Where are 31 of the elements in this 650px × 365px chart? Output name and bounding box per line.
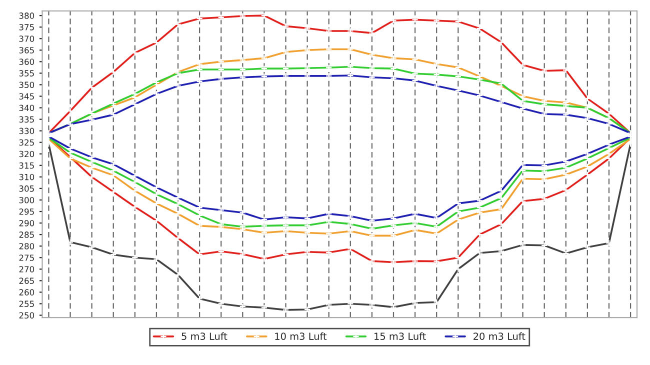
legend-label: 5 m3 Luft xyxy=(182,332,228,340)
y-tick-label: 305 xyxy=(19,185,34,192)
y-tick-label: 310 xyxy=(19,174,34,180)
y-tick-label: 280 xyxy=(19,243,34,250)
y-tick-label: 255 xyxy=(19,300,34,308)
y-tick-label: 365 xyxy=(19,47,34,54)
y-tick-label: 360 xyxy=(19,58,34,65)
y-tick-label: 300 xyxy=(19,196,34,204)
y-tick-label: 370 xyxy=(19,36,34,42)
y-tick-label: 335 xyxy=(19,116,34,123)
y-tick-label: 345 xyxy=(19,93,34,100)
y-tick-label: 285 xyxy=(19,232,34,238)
legend-label: 10 m3 Luft xyxy=(275,332,327,340)
y-tick-label: 260 xyxy=(19,289,34,296)
y-tick-label: 340 xyxy=(19,104,34,112)
legend-label: 20 m3 Luft xyxy=(474,332,526,340)
y-tick-label: 250 xyxy=(19,312,34,319)
y-tick-label: 355 xyxy=(19,70,34,76)
legend-label: 15 m3 Luft xyxy=(374,332,426,340)
y-tick-label: 350 xyxy=(19,82,34,88)
y-tick-label: 290 xyxy=(19,220,34,226)
y-tick-label: 320 xyxy=(19,150,34,158)
y-tick-label: 315 xyxy=(19,162,34,169)
y-tick-label: 330 xyxy=(19,128,34,134)
y-tick-label: 265 xyxy=(19,278,34,284)
y-tick-label: 375 xyxy=(19,24,34,30)
y-tick-label: 380 xyxy=(19,12,34,19)
y-tick-label: 325 xyxy=(19,139,34,146)
y-tick-label: 270 xyxy=(19,266,34,272)
y-tick-label: 295 xyxy=(19,208,34,215)
y-tick-label: 275 xyxy=(19,254,34,261)
